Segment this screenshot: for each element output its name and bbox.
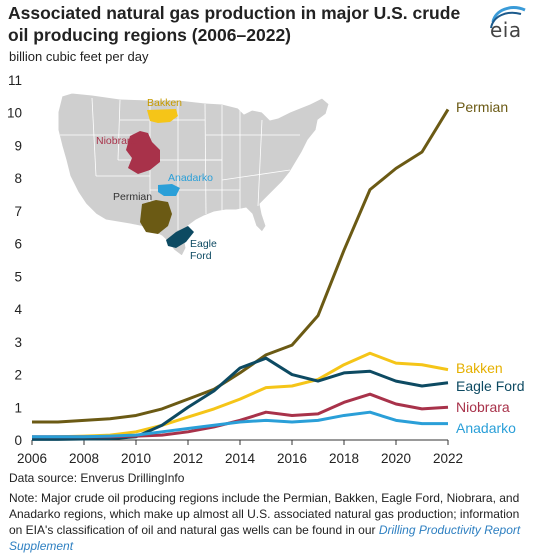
map-label-permian: Permian xyxy=(113,191,152,203)
x-tick-label: 2010 xyxy=(121,451,151,466)
y-tick-label: 2 xyxy=(14,368,22,383)
x-tick-label: 2018 xyxy=(329,451,359,466)
note-text: Note: Major crude oil producing regions … xyxy=(9,491,520,537)
state-border xyxy=(257,119,263,207)
y-tick-label: 8 xyxy=(14,171,22,186)
y-tick-label: 7 xyxy=(14,204,22,219)
eia-logo-text: eia xyxy=(490,18,522,42)
y-tick-label: 3 xyxy=(14,335,22,350)
x-tick-label: 2016 xyxy=(277,451,307,466)
y-tick-label: 10 xyxy=(7,106,22,121)
series-label-permian: Permian xyxy=(456,99,508,115)
series-line-bakken xyxy=(31,351,449,439)
x-tick-label: 2008 xyxy=(69,451,99,466)
bakken-region xyxy=(147,109,178,123)
y-tick-label: 5 xyxy=(14,269,22,284)
x-tick-label: 2014 xyxy=(225,451,256,466)
map-label-niobrara: Niobrara xyxy=(96,135,136,147)
x-tick-label: 2020 xyxy=(381,451,411,466)
state-border xyxy=(221,169,291,181)
series-label-niobrara: Niobrara xyxy=(456,399,510,415)
x-tick-label: 2012 xyxy=(173,451,203,466)
y-tick-label: 1 xyxy=(14,400,22,415)
data-source: Data source: Enverus DrillingInfo xyxy=(9,471,185,485)
state-border xyxy=(91,97,97,177)
eagle-ford-region xyxy=(166,226,194,248)
state-border xyxy=(117,99,121,161)
y-tick-label: 6 xyxy=(14,237,22,252)
y-tick-label: 11 xyxy=(8,73,22,88)
map-label-ford: Ford xyxy=(190,250,212,262)
drilling-report-link[interactable]: Drilling Productivity Report Supplement xyxy=(9,523,521,553)
anadarko-region xyxy=(158,184,180,196)
series-label-eagle-ford: Eagle Ford xyxy=(456,378,524,394)
series-line-eagle-ford xyxy=(32,356,449,441)
x-tick-label: 2006 xyxy=(17,451,47,466)
map-label-anadarko: Anadarko xyxy=(168,172,213,184)
y-tick-label: 4 xyxy=(14,302,22,317)
map-label-bakken: Bakken xyxy=(147,97,182,109)
y-tick-label: 9 xyxy=(14,138,22,153)
chart-note: Note: Major crude oil producing regions … xyxy=(9,490,534,554)
series-line-anadarko xyxy=(32,410,448,439)
page-title: Associated natural gas production in maj… xyxy=(8,3,461,45)
series-line-permian xyxy=(32,108,450,424)
series-label-anadarko: Anadarko xyxy=(456,420,516,436)
map-label-eagle: Eagle xyxy=(190,238,217,250)
state-border xyxy=(204,103,207,215)
eia-logo-icon xyxy=(490,6,526,29)
y-tick-label: 0 xyxy=(14,433,22,448)
niobrara-region xyxy=(126,131,160,174)
y-axis-unit: billion cubic feet per day xyxy=(9,49,149,64)
permian-region xyxy=(140,200,172,234)
x-tick-label: 2022 xyxy=(433,451,463,466)
series-label-bakken: Bakken xyxy=(456,360,503,376)
